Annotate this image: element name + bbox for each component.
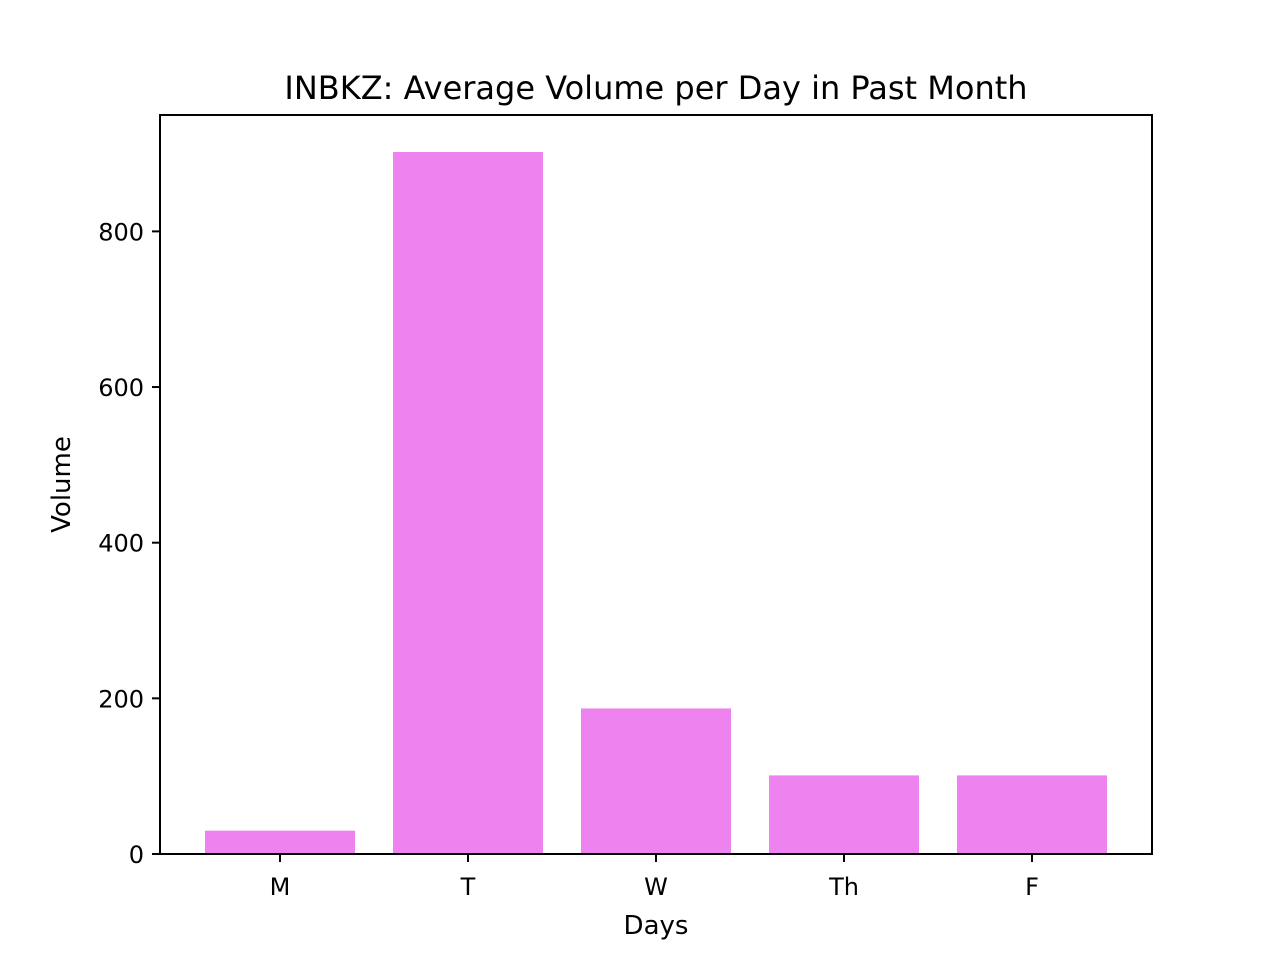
plot-frame [159, 114, 1153, 855]
x-tick-label: W [644, 873, 668, 901]
bar-w [581, 708, 731, 854]
y-tick-label: 600 [98, 374, 144, 402]
bars-group [205, 152, 1107, 854]
x-tick-label: Th [828, 873, 859, 901]
y-axis-label: Volume [47, 436, 77, 533]
bar-f [957, 775, 1107, 854]
bar-m [205, 830, 355, 854]
x-tick-label: T [460, 873, 476, 901]
x-axis-label: Days [624, 911, 689, 941]
bar-th [769, 775, 919, 854]
x-tick-label: F [1025, 873, 1039, 901]
x-tick-label: M [270, 873, 291, 901]
y-tick-label: 0 [129, 841, 144, 869]
bar-t [393, 152, 543, 854]
x-axis-ticks: M T W Th F [270, 854, 1039, 901]
y-tick-label: 800 [98, 218, 144, 246]
y-axis-ticks: 0 200 400 600 800 [98, 218, 160, 869]
chart-title: INBKZ: Average Volume per Day in Past Mo… [284, 69, 1027, 107]
y-tick-label: 200 [98, 685, 144, 713]
y-tick-label: 400 [98, 530, 144, 558]
